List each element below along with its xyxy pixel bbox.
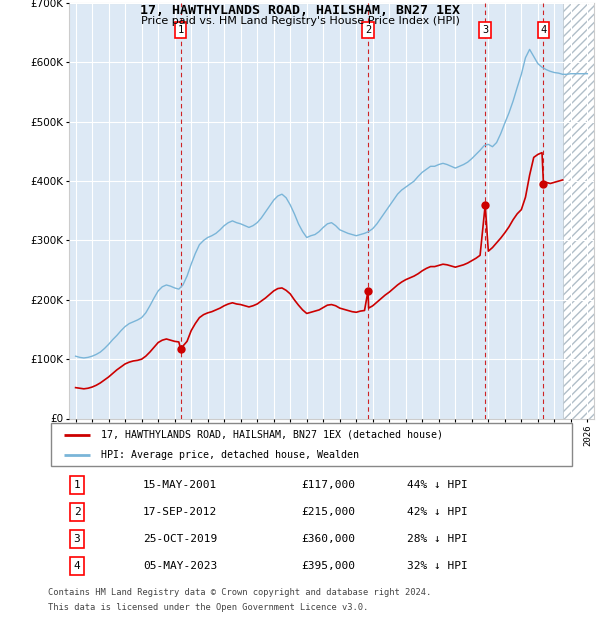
Bar <box>563 3 600 419</box>
Text: 4: 4 <box>74 561 80 571</box>
FancyBboxPatch shape <box>50 423 572 466</box>
Text: £215,000: £215,000 <box>301 507 355 517</box>
Text: 15-MAY-2001: 15-MAY-2001 <box>143 480 217 490</box>
Text: 25-OCT-2019: 25-OCT-2019 <box>143 534 217 544</box>
Text: 1: 1 <box>178 25 184 35</box>
Text: 42% ↓ HPI: 42% ↓ HPI <box>407 507 468 517</box>
Text: 3: 3 <box>74 534 80 544</box>
Text: 32% ↓ HPI: 32% ↓ HPI <box>407 561 468 571</box>
Text: 2: 2 <box>365 25 371 35</box>
Text: 2: 2 <box>74 507 80 517</box>
Text: 17-SEP-2012: 17-SEP-2012 <box>143 507 217 517</box>
Text: 28% ↓ HPI: 28% ↓ HPI <box>407 534 468 544</box>
Text: Price paid vs. HM Land Registry's House Price Index (HPI): Price paid vs. HM Land Registry's House … <box>140 16 460 26</box>
Text: 3: 3 <box>482 25 488 35</box>
Text: 17, HAWTHYLANDS ROAD, HAILSHAM, BN27 1EX: 17, HAWTHYLANDS ROAD, HAILSHAM, BN27 1EX <box>140 4 460 17</box>
Text: This data is licensed under the Open Government Licence v3.0.: This data is licensed under the Open Gov… <box>48 603 368 613</box>
Text: 44% ↓ HPI: 44% ↓ HPI <box>407 480 468 490</box>
Bar <box>563 3 600 419</box>
Text: HPI: Average price, detached house, Wealden: HPI: Average price, detached house, Weal… <box>101 450 359 460</box>
Text: 17, HAWTHYLANDS ROAD, HAILSHAM, BN27 1EX (detached house): 17, HAWTHYLANDS ROAD, HAILSHAM, BN27 1EX… <box>101 430 443 440</box>
Text: 05-MAY-2023: 05-MAY-2023 <box>143 561 217 571</box>
Text: £360,000: £360,000 <box>301 534 355 544</box>
Text: £117,000: £117,000 <box>301 480 355 490</box>
Text: Contains HM Land Registry data © Crown copyright and database right 2024.: Contains HM Land Registry data © Crown c… <box>48 588 431 597</box>
Text: £395,000: £395,000 <box>301 561 355 571</box>
Text: 4: 4 <box>541 25 547 35</box>
Text: 1: 1 <box>74 480 80 490</box>
